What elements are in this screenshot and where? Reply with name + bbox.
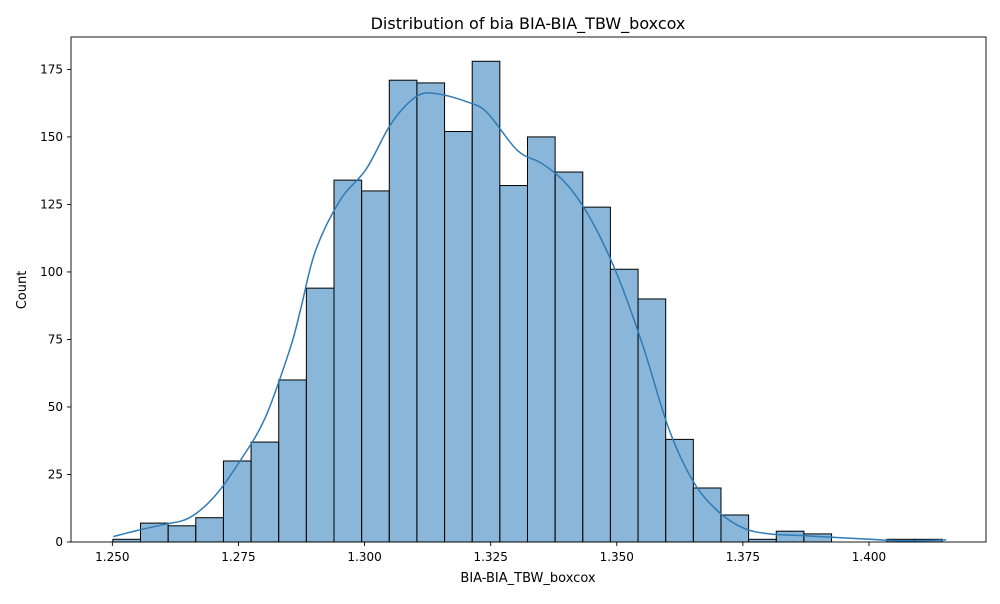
x-tick-label: 1.375 xyxy=(726,550,760,564)
plot-frame xyxy=(70,36,987,543)
histogram-bar xyxy=(250,441,280,543)
histogram-bar xyxy=(692,487,722,543)
y-axis-ticks: 0 25 50 75 100 125 150 175 xyxy=(40,62,71,549)
x-tick-label: 1.400 xyxy=(852,550,886,564)
histogram-bar xyxy=(637,298,667,543)
x-tick-label: 1.300 xyxy=(347,550,381,564)
histogram-bar xyxy=(609,268,639,543)
histogram-bar xyxy=(471,60,501,543)
y-tick-label: 175 xyxy=(40,62,63,76)
histogram-bar xyxy=(803,533,833,543)
y-tick-label: 100 xyxy=(40,265,63,279)
histogram-bar xyxy=(554,171,584,543)
histogram-bar xyxy=(582,206,611,543)
histogram-bar xyxy=(222,460,252,543)
y-tick-label: 0 xyxy=(55,535,63,549)
x-tick-label: 1.250 xyxy=(95,550,129,564)
histogram-bar xyxy=(195,517,224,543)
y-tick-label: 150 xyxy=(40,130,63,144)
x-axis-ticks: 1.250 1.275 1.300 1.325 1.350 1.375 1.400 xyxy=(95,542,886,564)
histogram-bar xyxy=(775,530,805,543)
histogram-bar xyxy=(444,131,473,543)
histogram-bar xyxy=(167,525,197,543)
histogram-bar xyxy=(388,79,418,543)
histogram-bar xyxy=(499,185,528,543)
histogram-bar xyxy=(665,438,694,543)
histogram-bar xyxy=(361,190,390,543)
kde-curve xyxy=(113,92,947,542)
x-tick-label: 1.275 xyxy=(221,550,255,564)
x-tick-label: 1.350 xyxy=(600,550,634,564)
histogram-bars xyxy=(112,60,943,543)
histogram-bar xyxy=(305,287,335,543)
y-tick-label: 75 xyxy=(48,332,63,346)
y-tick-label: 50 xyxy=(48,400,63,414)
histogram-bar xyxy=(333,179,363,543)
histogram-bar xyxy=(278,379,307,543)
x-tick-label: 1.325 xyxy=(473,550,507,564)
chart-title: Distribution of bia BIA-BIA_TBW_boxcox xyxy=(371,14,686,34)
y-axis-label: Count xyxy=(15,271,30,310)
histogram-bar xyxy=(416,82,446,543)
histogram-bar xyxy=(526,136,556,543)
y-tick-label: 25 xyxy=(48,467,63,481)
x-axis-label: BIA-BIA_TBW_boxcox xyxy=(460,571,595,586)
y-tick-label: 125 xyxy=(40,197,63,211)
